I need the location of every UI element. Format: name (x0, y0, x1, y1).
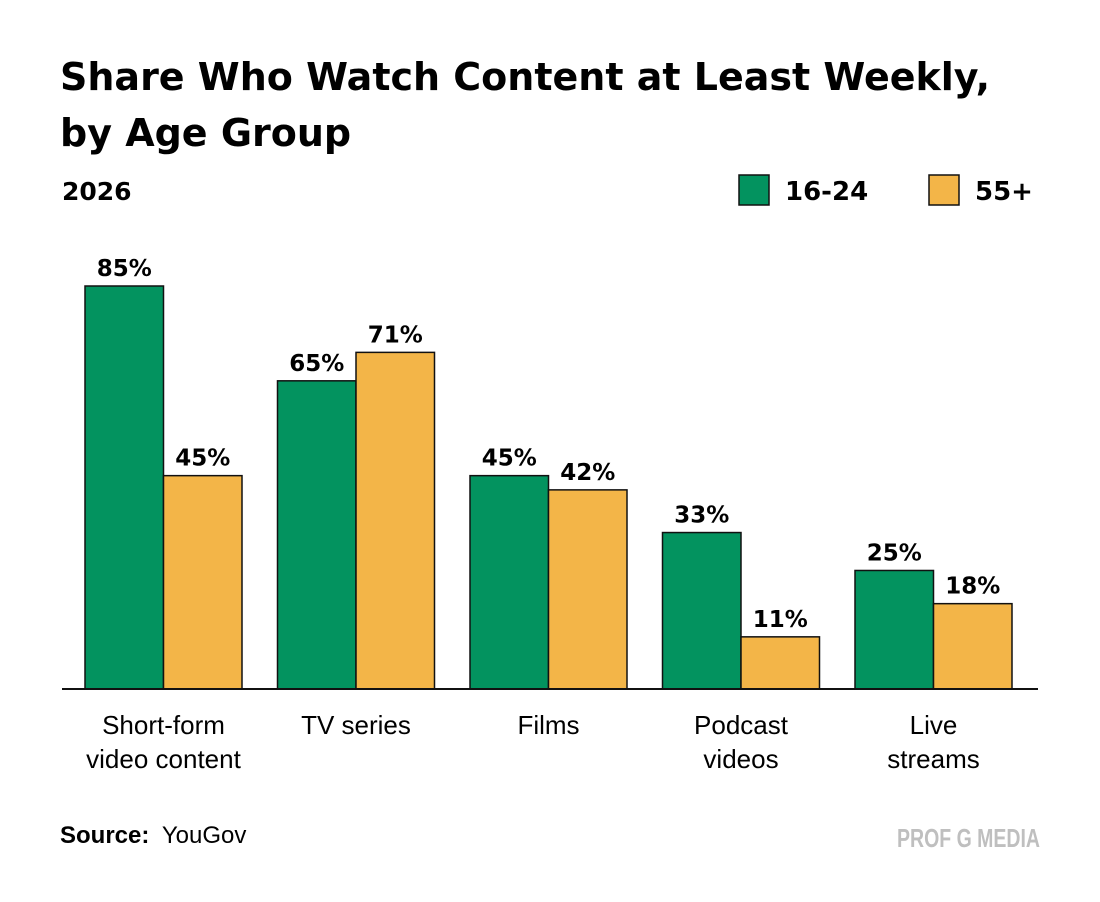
value-label-55-plus-3: 11% (753, 607, 808, 633)
value-label-16-24-2: 45% (482, 446, 537, 472)
bar-16-24-2 (469, 474, 550, 690)
value-label-16-24-0: 85% (97, 256, 152, 282)
source-text: YouGov (162, 822, 247, 849)
value-label-16-24-4: 25% (867, 540, 922, 566)
chart-subtitle-year: 2026 (62, 177, 132, 206)
legend: 16-24 55+ (738, 174, 1033, 207)
category-label-1-line-0: TV series (301, 710, 411, 740)
legend-swatch-55-plus (928, 174, 960, 206)
category-label-4-line-1: streams (887, 744, 979, 774)
category-label-3-line-1: videos (703, 744, 778, 774)
bar-16-24-0 (84, 285, 165, 690)
bar-55-plus-1 (355, 351, 436, 690)
category-labels-layer: Short-form video content TV series Films Pod… (86, 710, 980, 774)
source-line: Source: YouGov (60, 822, 246, 849)
bar-55-plus-0 (162, 474, 243, 690)
bar-16-24-1 (276, 380, 357, 690)
value-label-16-24-1: 65% (289, 351, 344, 377)
bar-16-24-3 (661, 531, 742, 690)
value-label-55-plus-4: 18% (945, 574, 1000, 600)
category-label-0-line-0: Short-form (102, 710, 225, 740)
category-label-2-line-0: Films (517, 710, 579, 740)
source-label: Source: (60, 822, 149, 849)
value-label-55-plus-1: 71% (368, 322, 423, 348)
chart-title-line-2: by Age Group (60, 111, 351, 155)
bar-55-plus-2 (547, 489, 628, 690)
brand-logo: PROF G MEDIA (897, 823, 1040, 853)
legend-swatch-16-24 (738, 174, 770, 206)
bar-55-plus-4 (932, 602, 1013, 690)
category-label-0-line-1: video content (86, 744, 241, 774)
legend-label-55-plus: 55+ (975, 177, 1033, 207)
value-labels-layer: 85% 45% 65% 71% 45% 42% 33% 11% 25% 18% (97, 256, 1001, 633)
chart-title-line-1: Share Who Watch Content at Least Weekly, (60, 55, 990, 99)
bars-layer (84, 285, 1013, 690)
value-label-55-plus-2: 42% (560, 460, 615, 486)
bar-16-24-4 (854, 569, 935, 690)
category-label-3-line-0: Podcast (694, 710, 789, 740)
category-label-4-line-0: Live (910, 710, 958, 740)
legend-label-16-24: 16-24 (785, 177, 868, 207)
value-label-16-24-3: 33% (674, 503, 729, 529)
value-label-55-plus-0: 45% (175, 446, 230, 472)
bar-55-plus-3 (740, 636, 821, 690)
